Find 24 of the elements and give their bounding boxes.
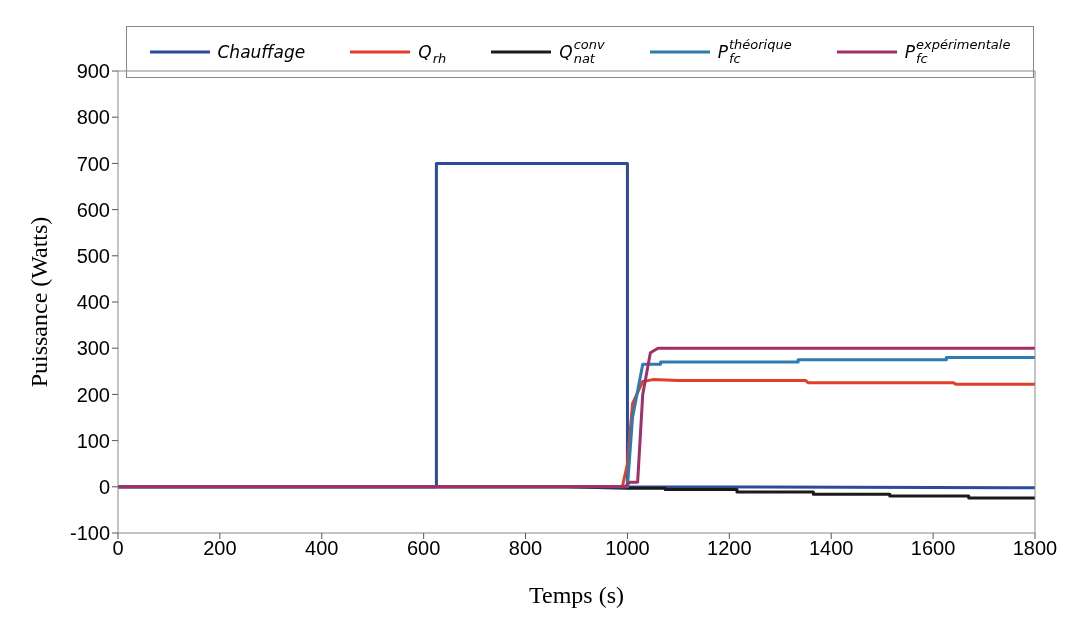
x-tick-label: 1400 [808, 537, 854, 560]
x-tick-label: 800 [508, 537, 543, 560]
y-tick-label: 700 [76, 152, 110, 175]
y-tick-label: 600 [76, 198, 110, 221]
y-tick-label: 500 [76, 244, 110, 267]
y-tick-label: 200 [76, 383, 110, 406]
y-tick-label: 900 [76, 60, 110, 83]
y-tick-label: 100 [76, 429, 110, 452]
x-tick-label: 0 [112, 537, 124, 560]
y-axis-title: Puissance (Watts) [25, 216, 52, 388]
y-tick-label: 0 [98, 475, 110, 498]
x-tick-label: 600 [406, 537, 441, 560]
x-tick-label: 400 [305, 537, 339, 560]
x-axis-title: Temps (s) [529, 582, 624, 608]
x-tick-label: 1600 [910, 537, 956, 560]
y-tick-label: 800 [76, 106, 110, 129]
x-tick-label: 1200 [707, 537, 752, 560]
y-tick-label: 400 [76, 291, 110, 314]
legend-label: Chauffage [217, 42, 306, 62]
x-tick-label: 200 [203, 537, 237, 560]
y-tick-label: -100 [69, 522, 110, 545]
y-tick-label: 300 [76, 337, 110, 360]
x-tick-label: 1800 [1012, 537, 1058, 560]
x-tick-label: 1000 [605, 537, 650, 560]
